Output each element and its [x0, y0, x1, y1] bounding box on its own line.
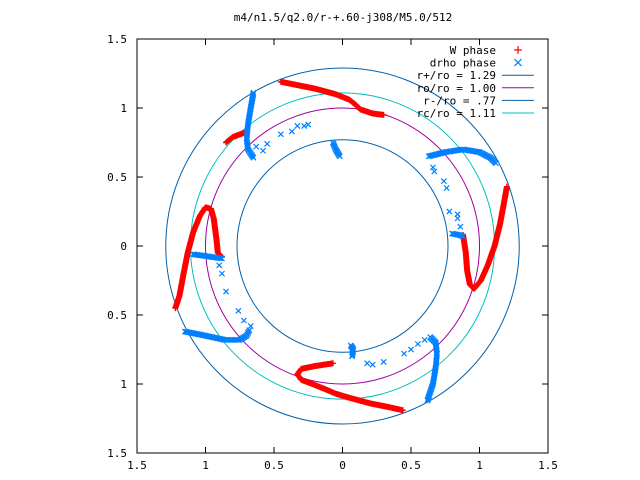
legend-label-4: r-/ro = .77	[423, 94, 496, 107]
legend-label-2: r+/ro = 1.29	[417, 69, 496, 82]
reference-circle-2	[236, 139, 449, 353]
w-phase-arm-0	[277, 78, 387, 118]
drho-phase-arm-2	[181, 327, 253, 343]
drho-phase-arm-7	[449, 230, 467, 240]
y-tick-label: 1.5	[107, 447, 127, 460]
x-tick-label: 1.5	[538, 459, 558, 472]
x-tick-label: 0.5	[264, 459, 284, 472]
y-tick-label: 1.5	[107, 33, 127, 46]
chart-title: m4/n1.5/q2.0/r-+.60-j308/M5.0/512	[234, 11, 453, 24]
y-tick-label: 1	[120, 378, 127, 391]
reference-circle-0	[165, 67, 520, 425]
drho-phase-arm-4	[424, 334, 441, 404]
x-tick-label: 1	[476, 459, 483, 472]
drho-phase-arm-6	[425, 146, 499, 167]
drho-phase-arm-3	[190, 251, 225, 262]
legend-label-3: ro/ro = 1.00	[417, 82, 496, 95]
x-tick-label: 1.5	[127, 459, 147, 472]
y-tick-label: 0	[120, 240, 127, 253]
legend-label-0: W phase	[450, 44, 496, 57]
w-phase-arm-4	[460, 183, 510, 292]
marks-layer	[165, 67, 520, 425]
axes-layer: 1.5 1 0.5 0 0.5 1 1.51.510.500.511.5	[107, 33, 558, 472]
drho-phase-arm-0	[243, 89, 257, 161]
legend-label-1: drho phase	[430, 57, 496, 70]
legend-label-5: rc/ro = 1.11	[417, 107, 496, 120]
legend-sample-1	[514, 58, 522, 67]
drho-phase-arm-1	[329, 139, 343, 160]
reference-circle-1	[205, 107, 480, 385]
w-phase-arm-2	[172, 204, 225, 312]
w-phase-arm-3	[294, 360, 406, 414]
y-tick-label: 1	[120, 102, 127, 115]
drho-phase-arm-5	[347, 342, 357, 360]
x-tick-label: 1	[202, 459, 209, 472]
drho-phase-arm-8	[216, 121, 464, 368]
x-tick-label: 0	[339, 459, 346, 472]
w-phase-arm-1	[223, 129, 247, 146]
x-tick-label: 0.5	[401, 459, 421, 472]
y-tick-label: 0.5	[107, 309, 127, 322]
legend-sample-0	[514, 46, 522, 54]
y-tick-label: 0.5	[107, 171, 127, 184]
